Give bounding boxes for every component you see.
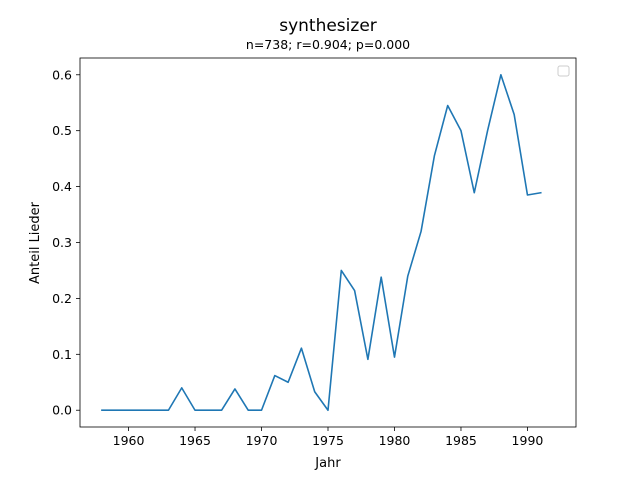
x-tick-label: 1965: [179, 433, 211, 448]
chart-title: synthesizer: [279, 16, 377, 36]
chart-subtitle: n=738; r=0.904; p=0.000: [246, 37, 410, 52]
y-tick-label: 0.1: [52, 347, 72, 362]
x-tick-label: 1980: [379, 433, 411, 448]
axes-frame: [79, 57, 577, 428]
legend-box: [557, 65, 570, 77]
y-axis-label: Anteil Lieder: [28, 201, 43, 284]
y-tick-label: 0.3: [52, 235, 72, 250]
x-tick-label: 1990: [512, 433, 544, 448]
series-line-synthesizer: [101, 73, 542, 412]
x-tick-label: 1985: [445, 433, 477, 448]
y-tick-label: 0.5: [52, 123, 72, 138]
y-tick-label: 0.2: [52, 291, 72, 306]
x-axis-label: Jahr: [314, 456, 341, 471]
y-tick-label: 0.0: [52, 403, 72, 418]
plot-area: 1960 1965 1970 1975 1980 1985 1990 0.0 0.1 0.2 0.3…: [52, 57, 577, 448]
x-tick-label: 1960: [113, 433, 145, 448]
y-tick-label: 0.6: [52, 67, 72, 82]
x-tick-label: 1975: [312, 433, 344, 448]
y-tick-label: 0.4: [52, 179, 72, 194]
x-tick-label: 1970: [246, 433, 278, 448]
